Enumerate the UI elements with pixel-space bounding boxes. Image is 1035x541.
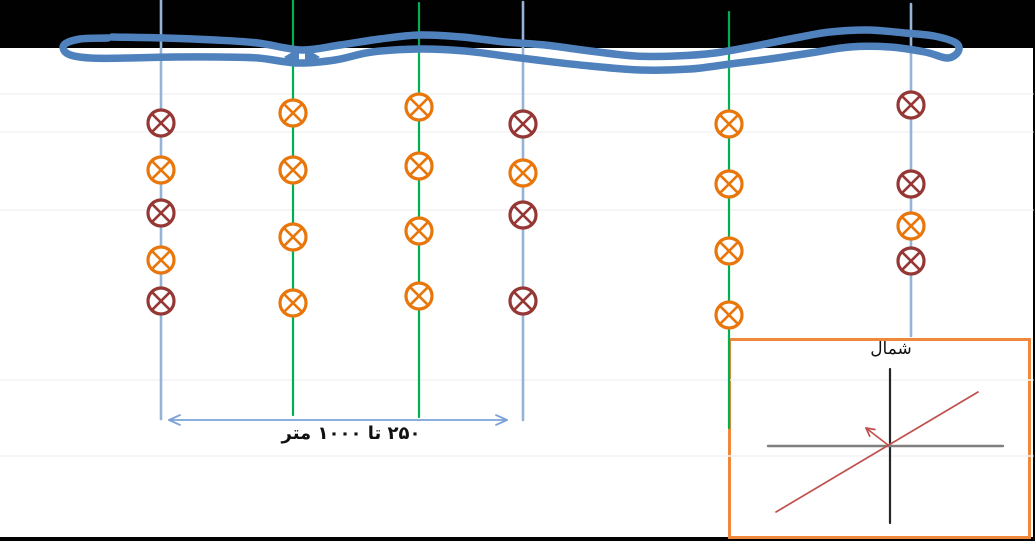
shot-point-icon	[896, 211, 926, 241]
shot-point-icon	[146, 155, 176, 185]
shot-point-icon	[714, 109, 744, 139]
shot-point-icon	[278, 288, 308, 318]
distance-arrow-left-head-icon	[168, 414, 181, 426]
compass-diagonal-line	[775, 391, 979, 513]
shot-point-icon	[146, 286, 176, 316]
shot-point-icon	[508, 286, 538, 316]
shot-point-icon	[278, 98, 308, 128]
shot-point-icon	[508, 200, 538, 230]
shot-point-icon	[508, 109, 538, 139]
shot-point-icon	[404, 92, 434, 122]
shot-point-icon	[896, 169, 926, 199]
shot-point-icon	[714, 236, 744, 266]
shot-point-icon	[714, 300, 744, 330]
river-shape	[59, 26, 963, 74]
shot-point-icon	[146, 198, 176, 228]
north-indicator-box	[728, 338, 1031, 539]
shot-point-icon	[404, 216, 434, 246]
shot-point-icon	[714, 169, 744, 199]
shot-point-icon	[278, 222, 308, 252]
shot-point-icon	[508, 158, 538, 188]
shot-point-icon	[404, 151, 434, 181]
shot-point-icon	[896, 90, 926, 120]
shot-point-icon	[146, 108, 176, 138]
north-label: شمال	[870, 339, 912, 359]
compass-north-arrow	[865, 427, 889, 446]
shot-point-icon	[278, 155, 308, 185]
river-marker-left-icon	[284, 48, 299, 66]
distance-label: ۲۵۰ تا ۱۰۰۰ متر	[281, 423, 421, 444]
shot-point-icon	[146, 245, 176, 275]
distance-arrow-right-head-icon	[495, 414, 508, 426]
shot-point-icon	[896, 246, 926, 276]
river-marker-right-icon	[305, 48, 320, 66]
compass-north-arrow-head-icon	[865, 427, 876, 438]
shot-point-icon	[404, 281, 434, 311]
